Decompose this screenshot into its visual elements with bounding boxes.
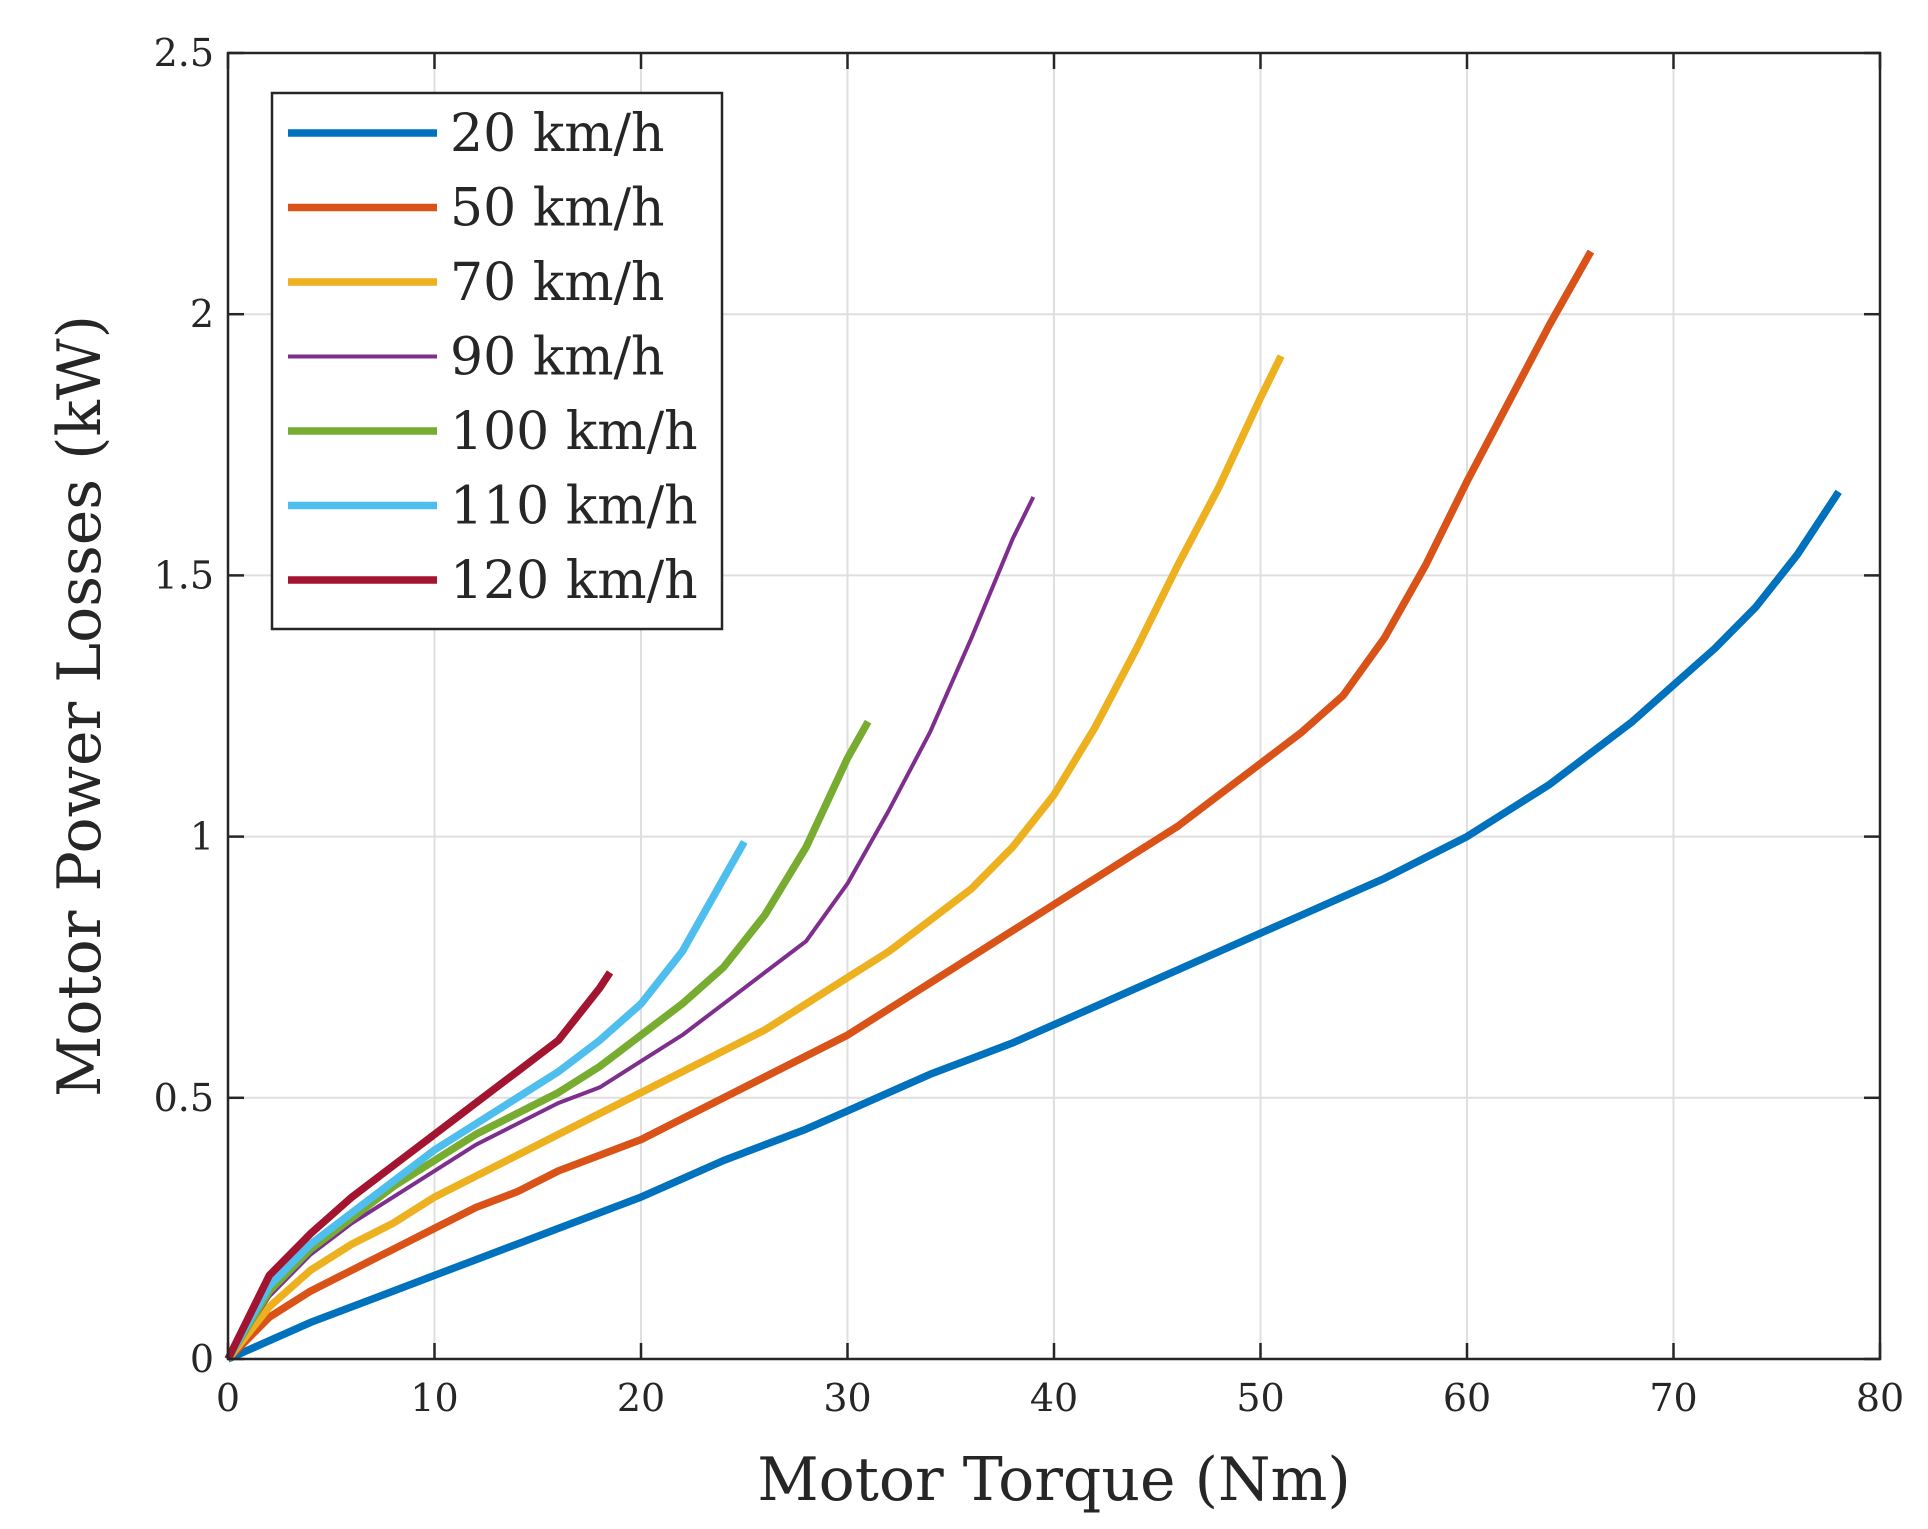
- series-line-50-km-h: [225, 249, 1595, 1362]
- x-tick-label: 60: [1443, 1376, 1491, 1420]
- grid: [228, 53, 1880, 1359]
- x-tick-label: 30: [823, 1376, 871, 1420]
- y-tick-label: 2.5: [154, 31, 214, 75]
- x-tick-label: 40: [1030, 1376, 1078, 1420]
- legend-label-110-km-h: 110 km/h: [450, 477, 698, 537]
- y-tick-label: 0.5: [154, 1076, 214, 1120]
- x-tick-label: 20: [617, 1376, 665, 1420]
- x-tick-label: 80: [1856, 1376, 1904, 1420]
- legend-label-20-km-h: 20 km/h: [450, 104, 665, 164]
- series-line-100-km-h: [224, 719, 872, 1361]
- series-line-70-km-h: [225, 354, 1285, 1362]
- x-tick-label: 70: [1649, 1376, 1697, 1420]
- series-line-20-km-h: [226, 489, 1842, 1363]
- legend-box: [270, 91, 724, 631]
- y-axis-title: Motor Power Losses (kW): [45, 315, 115, 1097]
- legend-label-90-km-h: 90 km/h: [450, 328, 665, 388]
- x-tick-label: 50: [1236, 1376, 1284, 1420]
- series-line-120-km-h: [224, 970, 614, 1361]
- legend: 20 km/h 50 km/h 70 km/h 90 km/h 100 km/h 110 …: [270, 91, 724, 631]
- series-line-110-km-h: [224, 839, 748, 1361]
- legend-label-100-km-h: 100 km/h: [450, 402, 698, 462]
- axis-ticks: [226, 51, 1882, 1361]
- y-tick-label: 0: [190, 1337, 214, 1381]
- legend-label-120-km-h: 120 km/h: [450, 551, 698, 611]
- axis-tick-labels: 0 10 20 30 40 50 60 70 80 0 0.5 1 1.5 2 2.5: [154, 31, 1905, 1420]
- y-tick-label: 1: [190, 815, 214, 859]
- x-tick-label: 0: [216, 1376, 240, 1420]
- y-tick-label: 1.5: [154, 553, 214, 597]
- y-tick-label: 2: [190, 292, 214, 336]
- x-tick-label: 10: [410, 1376, 458, 1420]
- x-axis-title: Motor Torque (Nm): [757, 1445, 1351, 1515]
- series-line-90-km-h: [226, 496, 1036, 1361]
- series-lines: [224, 249, 1842, 1363]
- legend-label-70-km-h: 70 km/h: [450, 253, 665, 313]
- legend-label-50-km-h: 50 km/h: [450, 179, 665, 239]
